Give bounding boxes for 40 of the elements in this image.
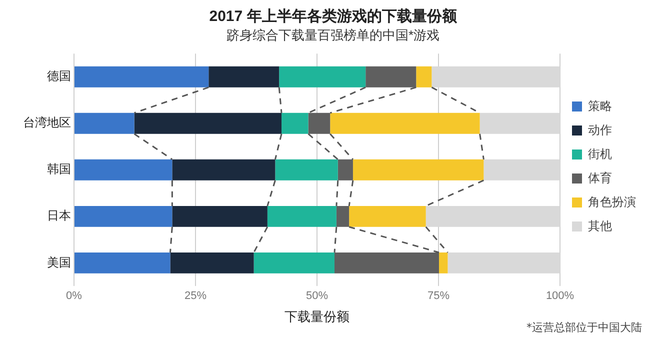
bar (330, 112, 480, 134)
chart-title: 2017 年上半年各类游戏的下载量份额 (209, 7, 458, 26)
bar (349, 206, 426, 227)
x-tick-label: 100% (546, 290, 574, 302)
bar (282, 112, 308, 134)
legend-label: 策略 (588, 98, 612, 113)
y-tick-label: 韩国 (47, 162, 71, 176)
legend-label: 街机 (588, 146, 612, 161)
bar (254, 252, 334, 274)
bar (74, 66, 209, 88)
y-tick-label: 日本 (47, 208, 71, 223)
x-tick-label: 75% (427, 290, 450, 302)
chart-subtitle: 跻身综合下载量百强榜单的中国*游戏 (226, 27, 440, 42)
bar (275, 159, 338, 180)
bar (74, 112, 134, 134)
bar (74, 252, 170, 274)
bar (208, 66, 280, 88)
y-tick-label: 德国 (47, 69, 71, 84)
legend-label: 角色扮演 (588, 194, 636, 209)
bar (134, 112, 282, 134)
bar (172, 159, 276, 180)
bar (74, 206, 172, 227)
bar (267, 206, 336, 227)
bar (172, 206, 268, 227)
legend-label: 其他 (588, 218, 612, 233)
x-tick-label: 0% (66, 290, 82, 302)
x-tick-label: 25% (184, 290, 207, 302)
x-axis-title: 下载量份额 (284, 308, 350, 324)
bar (352, 159, 484, 180)
bar (416, 66, 432, 88)
legend-label: 动作 (588, 122, 612, 137)
bar (279, 66, 366, 88)
x-tick-label: 50% (306, 290, 328, 302)
bar (170, 252, 254, 274)
y-tick-label: 台湾地区 (23, 116, 71, 130)
bar (438, 252, 448, 274)
text: *运营总部位于中国大陆 (526, 320, 642, 335)
legend-label: 体育 (588, 170, 612, 185)
y-tick-label: 美国 (47, 255, 71, 270)
bar (74, 159, 172, 180)
